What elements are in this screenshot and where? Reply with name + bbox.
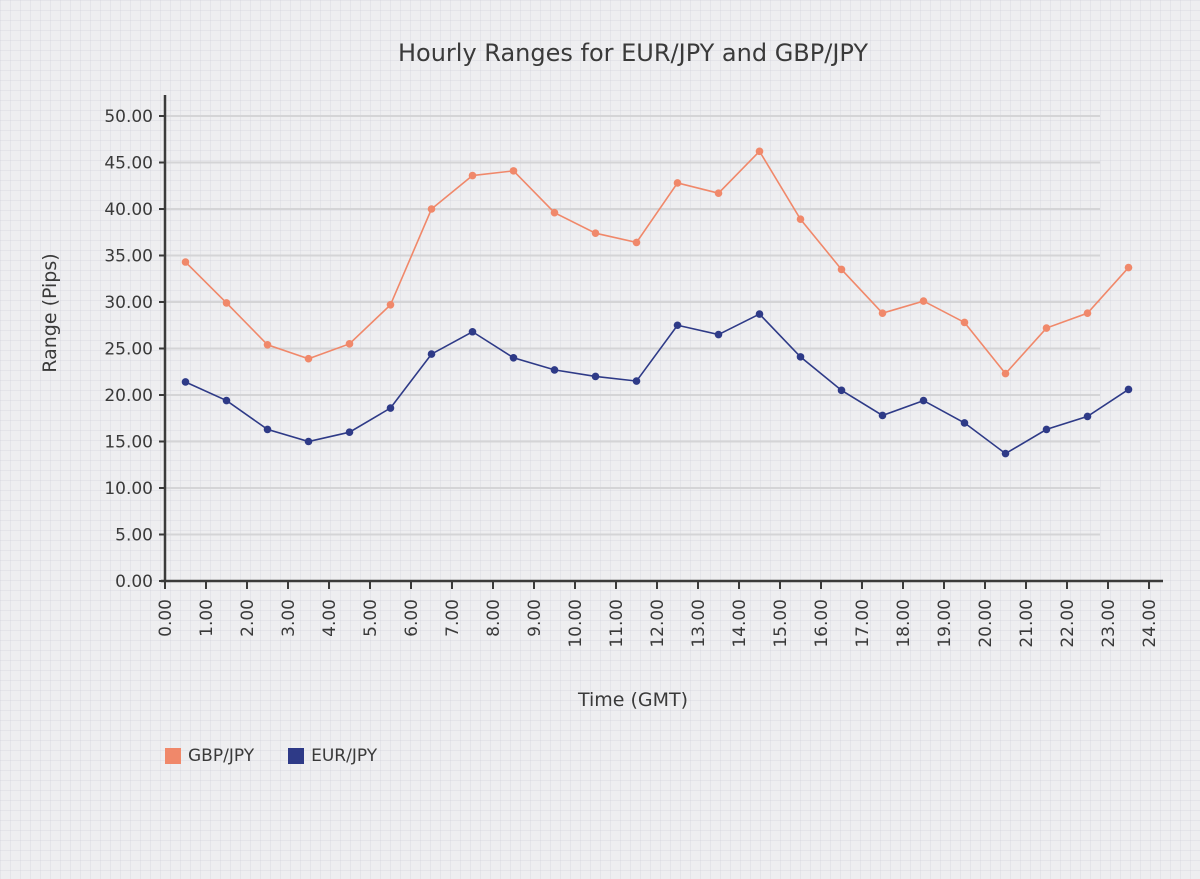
data-point-eurjpy: [632, 377, 641, 385]
data-point-gbpjpy: [181, 258, 190, 266]
x-tick-label: 13.00: [689, 599, 709, 648]
data-point-eurjpy: [1001, 449, 1010, 458]
x-tick-label: 17.00: [853, 599, 873, 648]
x-tick-label: 7.00: [443, 599, 463, 637]
x-tick-label: 9.00: [525, 599, 545, 637]
y-tick-label: 30.00: [104, 293, 153, 313]
data-point-gbpjpy: [714, 189, 723, 197]
x-tick-label: 18.00: [894, 599, 914, 648]
x-tick-label: 5.00: [361, 599, 381, 637]
data-point-eurjpy: [1083, 412, 1092, 421]
legend-swatch: [165, 748, 181, 764]
data-point-eurjpy: [960, 419, 969, 427]
x-tick-label: 10.00: [566, 599, 586, 648]
data-point-gbpjpy: [632, 238, 641, 247]
x-tick-label: 21.00: [1017, 599, 1037, 648]
x-tick-label: 15.00: [771, 599, 791, 648]
data-point-eurjpy: [345, 428, 354, 437]
legend-swatch: [288, 748, 305, 764]
x-tick-label: 20.00: [976, 599, 996, 648]
x-tick-label: 0.00: [156, 599, 176, 637]
data-point-eurjpy: [468, 327, 477, 336]
data-point-eurjpy: [714, 330, 723, 339]
y-tick-label: 20.00: [104, 386, 153, 406]
data-point-eurjpy: [509, 354, 518, 362]
data-point-gbpjpy: [1124, 263, 1133, 272]
y-tick-label: 5.00: [115, 526, 153, 546]
data-point-eurjpy: [1124, 385, 1133, 394]
data-point-eurjpy: [222, 396, 231, 405]
x-tick-label: 12.00: [648, 599, 668, 648]
data-point-gbpjpy: [304, 354, 313, 363]
x-tick-label: 16.00: [812, 599, 832, 648]
data-point-gbpjpy: [796, 215, 805, 224]
data-point-gbpjpy: [755, 147, 764, 156]
data-point-eurjpy: [550, 366, 559, 374]
series-line-eurjpy: [185, 313, 1129, 455]
legend-label: EUR/JPY: [311, 746, 378, 766]
legend-item-eurjpy[interactable]: EUR/JPY: [288, 746, 377, 766]
data-point-gbpjpy: [1001, 369, 1010, 378]
y-tick-label: 15.00: [104, 433, 153, 453]
y-tick-label: 25.00: [104, 340, 153, 360]
y-tick-label: 45.00: [104, 154, 153, 174]
data-point-gbpjpy: [509, 167, 518, 175]
x-tick-label: 2.00: [238, 599, 258, 637]
y-tick-label: 40.00: [104, 200, 153, 220]
x-tick-label: 1.00: [197, 599, 217, 637]
x-tick-label: 14.00: [730, 599, 750, 648]
legend: GBP/JPY EUR/JPY: [165, 746, 377, 766]
data-point-gbpjpy: [1083, 309, 1092, 317]
data-point-gbpjpy: [837, 265, 846, 274]
series-line-gbpjpy: [184, 150, 1130, 375]
data-point-gbpjpy: [878, 309, 887, 317]
data-point-eurjpy: [181, 378, 190, 386]
data-point-eurjpy: [878, 411, 887, 420]
data-point-gbpjpy: [550, 208, 559, 217]
x-tick-label: 22.00: [1058, 599, 1078, 648]
data-point-gbpjpy: [591, 229, 600, 237]
y-tick-label: 35.00: [104, 247, 153, 267]
data-point-eurjpy: [837, 386, 846, 395]
data-point-eurjpy: [919, 396, 928, 405]
legend-label: GBP/JPY: [188, 746, 255, 766]
y-tick-label: 50.00: [104, 107, 153, 127]
data-point-eurjpy: [755, 310, 764, 318]
y-axis-label: Range (Pips): [39, 253, 61, 372]
data-point-eurjpy: [427, 350, 436, 358]
data-point-eurjpy: [591, 372, 600, 381]
legend-item-gbpjpy[interactable]: GBP/JPY: [165, 746, 254, 766]
x-axis-label: Time (GMT): [577, 689, 688, 711]
data-point-eurjpy: [673, 321, 682, 330]
data-point-eurjpy: [263, 425, 272, 434]
data-point-gbpjpy: [427, 205, 436, 213]
data-point-gbpjpy: [386, 300, 395, 309]
x-tick-label: 8.00: [484, 599, 504, 637]
x-tick-label: 23.00: [1099, 599, 1119, 648]
data-point-gbpjpy: [1042, 324, 1051, 332]
x-tick-label: 3.00: [279, 599, 299, 637]
x-tick-label: 11.00: [607, 599, 627, 648]
data-point-eurjpy: [1042, 425, 1051, 434]
data-point-gbpjpy: [960, 318, 969, 327]
data-point-gbpjpy: [673, 179, 682, 187]
data-point-gbpjpy: [222, 299, 231, 307]
chart-title: Hourly Ranges for EUR/JPY and GBP/JPY: [398, 39, 868, 67]
x-tick-label: 24.00: [1140, 599, 1160, 648]
x-tick-label: 19.00: [935, 599, 955, 648]
data-point-gbpjpy: [919, 297, 928, 305]
data-point-eurjpy: [304, 437, 313, 446]
y-tick-label: 0.00: [115, 572, 153, 592]
x-tick-label: 6.00: [402, 599, 422, 637]
data-point-gbpjpy: [468, 171, 477, 180]
x-tick-label: 4.00: [320, 599, 340, 637]
y-tick-label: 10.00: [104, 479, 153, 499]
data-point-eurjpy: [796, 353, 805, 361]
data-point-gbpjpy: [345, 340, 354, 348]
data-point-gbpjpy: [263, 340, 272, 349]
data-point-eurjpy: [386, 404, 395, 412]
